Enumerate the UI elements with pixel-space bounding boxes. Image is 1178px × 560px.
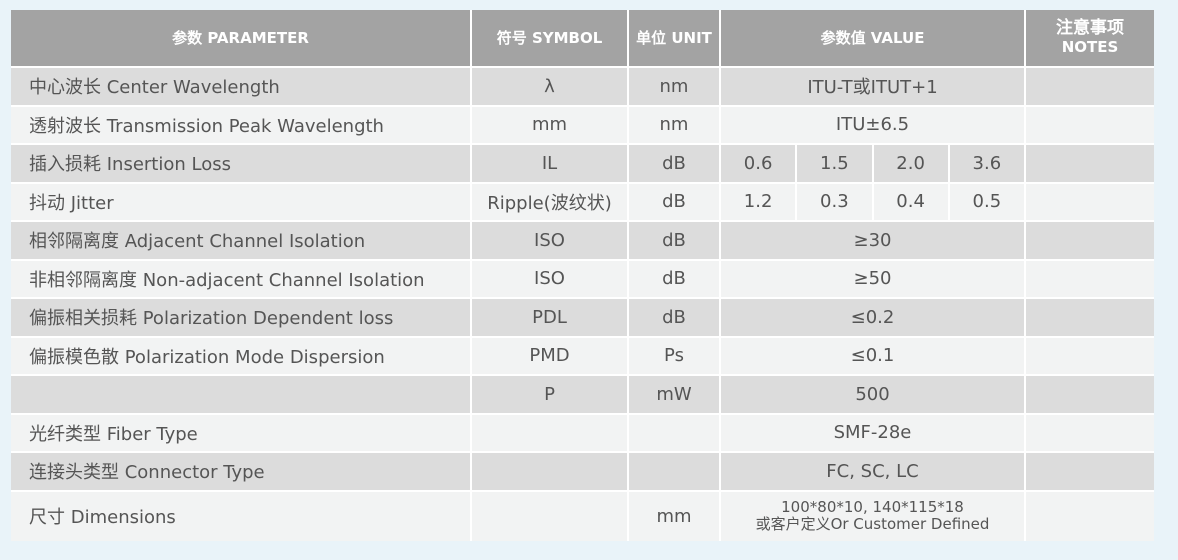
value-cell: ≤0.2	[721, 299, 1024, 336]
notes-cell	[1026, 68, 1154, 105]
parameter-cell: 连接头类型 Connector Type	[11, 453, 470, 490]
symbol-cell: λ	[472, 68, 627, 105]
unit-cell: nm	[629, 106, 719, 143]
value-cell: SMF-28e	[721, 414, 1024, 451]
value-line: 或客户定义Or Customer Defined	[755, 515, 990, 533]
notes-cell	[1026, 299, 1154, 336]
parameter-cell: 非相邻隔离度 Non-adjacent Channel Isolation	[11, 260, 470, 297]
value-cell: 1.2	[721, 183, 796, 220]
value-cell: 2.0	[873, 145, 948, 182]
header-notes-en: NOTES	[1061, 38, 1119, 56]
parameter-cell: 偏振模色散 Polarization Mode Dispersion	[11, 337, 470, 374]
unit-cell: dB	[629, 260, 719, 297]
header-symbol: 符号 SYMBOL	[472, 10, 627, 66]
unit-cell: mW	[629, 376, 719, 413]
symbol-cell: IL	[472, 145, 627, 182]
spec-table: 参数 PARAMETER 符号 SYMBOL 单位 UNIT 参数值 VALUE…	[11, 10, 1154, 541]
value-cell: 0.6	[721, 145, 796, 182]
notes-cell	[1026, 106, 1154, 143]
unit-cell	[629, 414, 719, 451]
notes-cell	[1026, 376, 1154, 413]
value-cell: ≤0.1	[721, 337, 1024, 374]
unit-cell	[629, 453, 719, 490]
parameter-cell: 尺寸 Dimensions	[11, 491, 470, 541]
header-value: 参数值 VALUE	[721, 10, 1024, 66]
parameter-cell: 透射波长 Transmission Peak Wavelength	[11, 106, 470, 143]
header-parameter: 参数 PARAMETER	[11, 10, 470, 66]
value-cell: 0.5	[949, 183, 1024, 220]
parameter-cell: 相邻隔离度 Adjacent Channel Isolation	[11, 222, 470, 259]
notes-cell	[1026, 222, 1154, 259]
parameter-cell: 偏振相关损耗 Polarization Dependent loss	[11, 299, 470, 336]
value-cell: 1.5	[797, 145, 872, 182]
unit-cell: mm	[629, 491, 719, 541]
value-subcells: 0.6 1.5 2.0 3.6	[721, 145, 1024, 182]
unit-cell: dB	[629, 222, 719, 259]
parameter-cell: 光纤类型 Fiber Type	[11, 414, 470, 451]
parameter-cell: 抖动 Jitter	[11, 183, 470, 220]
value-cell: 3.6	[949, 145, 1024, 182]
parameter-cell	[11, 376, 470, 413]
notes-cell	[1026, 414, 1154, 451]
header-unit: 单位 UNIT	[629, 10, 719, 66]
value-cell: ITU-T或ITUT+1	[721, 68, 1024, 105]
notes-cell	[1026, 145, 1154, 182]
symbol-cell: Ripple(波纹状)	[472, 183, 627, 220]
symbol-cell: P	[472, 376, 627, 413]
notes-cell	[1026, 337, 1154, 374]
value-cell: 0.4	[873, 183, 948, 220]
notes-cell	[1026, 491, 1154, 541]
header-notes: 注意事项 NOTES	[1026, 10, 1154, 66]
unit-cell: dB	[629, 299, 719, 336]
value-cell: ≥50	[721, 260, 1024, 297]
notes-cell	[1026, 183, 1154, 220]
value-cell: 100*80*10, 140*115*18 或客户定义Or Customer De…	[721, 491, 1024, 541]
symbol-cell: PMD	[472, 337, 627, 374]
unit-cell: Ps	[629, 337, 719, 374]
parameter-cell: 插入损耗 Insertion Loss	[11, 145, 470, 182]
symbol-cell: ISO	[472, 222, 627, 259]
notes-cell	[1026, 453, 1154, 490]
value-cell: 500	[721, 376, 1024, 413]
symbol-cell: mm	[472, 106, 627, 143]
symbol-cell	[472, 491, 627, 541]
unit-cell: dB	[629, 145, 719, 182]
value-cell: FC, SC, LC	[721, 453, 1024, 490]
header-notes-cn: 注意事项	[1056, 18, 1124, 38]
parameter-cell: 中心波长 Center Wavelength	[11, 68, 470, 105]
symbol-cell: PDL	[472, 299, 627, 336]
symbol-cell	[472, 453, 627, 490]
unit-cell: nm	[629, 68, 719, 105]
value-cell: 0.3	[797, 183, 872, 220]
symbol-cell: ISO	[472, 260, 627, 297]
value-subcells: 1.2 0.3 0.4 0.5	[721, 183, 1024, 220]
value-cell: ≥30	[721, 222, 1024, 259]
notes-cell	[1026, 260, 1154, 297]
unit-cell: dB	[629, 183, 719, 220]
value-cell: ITU±6.5	[721, 106, 1024, 143]
symbol-cell	[472, 414, 627, 451]
value-line: 100*80*10, 140*115*18	[781, 498, 964, 516]
